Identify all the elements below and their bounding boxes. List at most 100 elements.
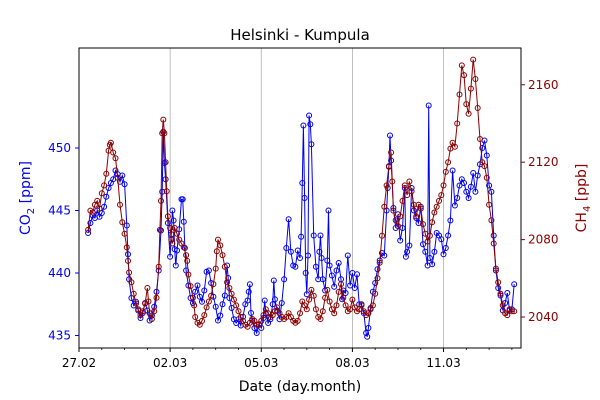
ch4-point (433, 203, 440, 210)
co2-point (474, 172, 481, 179)
ch4-point (372, 290, 379, 297)
ch4-point (160, 116, 167, 123)
y-left-tick-label: 440 (48, 266, 71, 280)
co2-point (298, 233, 305, 240)
y-axis-left-title: CO2 [ppm] (18, 161, 37, 235)
ch4-point (333, 302, 340, 309)
co2-point (442, 245, 449, 251)
ch4-point (228, 290, 235, 297)
ch4-point (474, 105, 481, 111)
ch4-point (212, 265, 219, 272)
ch4-point (413, 213, 420, 220)
ch4-point (112, 155, 119, 162)
co2-point (467, 183, 474, 190)
co2-point (228, 305, 235, 311)
ch4-point (89, 209, 96, 216)
co2-point (172, 262, 179, 269)
ch4-point (317, 316, 324, 322)
ch4-point (94, 197, 101, 204)
co2-point (404, 248, 411, 255)
ch4-point (420, 221, 426, 228)
y-left-tick-label: 435 (48, 329, 71, 343)
ch4-point (445, 159, 452, 166)
ch4-point (306, 296, 313, 303)
ch4-point (226, 285, 233, 291)
ch4-point (388, 149, 395, 156)
ch4-point (442, 168, 449, 175)
x-tick-label: 02.03 (153, 356, 187, 370)
co2-point (365, 325, 372, 331)
co2-point (387, 132, 393, 139)
co2-point (454, 195, 461, 201)
co2-point (342, 290, 349, 296)
ch4-point (406, 178, 413, 185)
ch4-point (144, 285, 151, 291)
ch4-point (426, 232, 433, 239)
co2-point (85, 230, 92, 236)
co2-point (335, 260, 342, 266)
y-right-tick-label: 2160 (528, 78, 559, 92)
co2-point (180, 218, 187, 225)
ch4-point (497, 290, 504, 297)
ch4-point (470, 56, 477, 63)
ch4-point (308, 286, 315, 293)
co2-point (303, 291, 310, 298)
co2-point (302, 270, 309, 276)
ch4-point (153, 294, 160, 301)
co2-point (431, 248, 438, 255)
ch4-point (274, 304, 281, 311)
ch4-point (126, 269, 133, 276)
co2-point (167, 253, 174, 260)
co2-point (212, 303, 219, 310)
co2-point (325, 207, 332, 214)
co2-point (301, 195, 308, 201)
grid-lines (169, 48, 444, 348)
co2-point (351, 285, 358, 291)
x-tick-label: 05.03 (244, 356, 278, 370)
ch4-point (424, 238, 431, 245)
ch4-point (404, 192, 411, 199)
co2-point (470, 170, 477, 176)
co2-point (397, 237, 404, 244)
co2-point (103, 193, 110, 200)
ch4-point (303, 306, 310, 313)
ch4-point (253, 321, 260, 328)
co2-point (169, 207, 176, 214)
ch4-point (187, 283, 194, 290)
y-left-tick-label: 445 (48, 204, 71, 218)
co2-point (425, 102, 432, 109)
ch4-point (151, 308, 158, 315)
ch4-point (463, 101, 470, 108)
ch4-point (125, 257, 131, 264)
ch4-point (481, 163, 488, 170)
y-right-title-sub: 4 (582, 206, 593, 212)
co2-point (461, 180, 467, 186)
ch4-point (169, 240, 176, 247)
co2-point (294, 247, 301, 254)
plot-frame (78, 47, 522, 349)
co2-point (287, 248, 294, 255)
ch4-point (429, 219, 436, 226)
ch4-point (110, 149, 117, 156)
ch4-point (164, 213, 171, 220)
co2-point (447, 217, 454, 224)
co2-point (372, 280, 379, 286)
ch4-point (401, 182, 408, 189)
ch4-point (215, 236, 221, 243)
ch4-point (119, 219, 126, 226)
co2-point (406, 242, 413, 249)
co2-point (483, 152, 490, 159)
ch4-point (417, 205, 424, 212)
ch4-point (107, 139, 114, 146)
ch4-point (431, 209, 438, 216)
co2-point (270, 277, 277, 284)
ch4-point (201, 312, 208, 319)
co2-point (119, 172, 126, 179)
ch4-point (159, 130, 166, 137)
ch4-point (163, 188, 170, 195)
ch4-point (123, 244, 130, 251)
ch4-point (224, 279, 231, 286)
co2-point (246, 281, 253, 288)
co2-line (87, 105, 515, 337)
